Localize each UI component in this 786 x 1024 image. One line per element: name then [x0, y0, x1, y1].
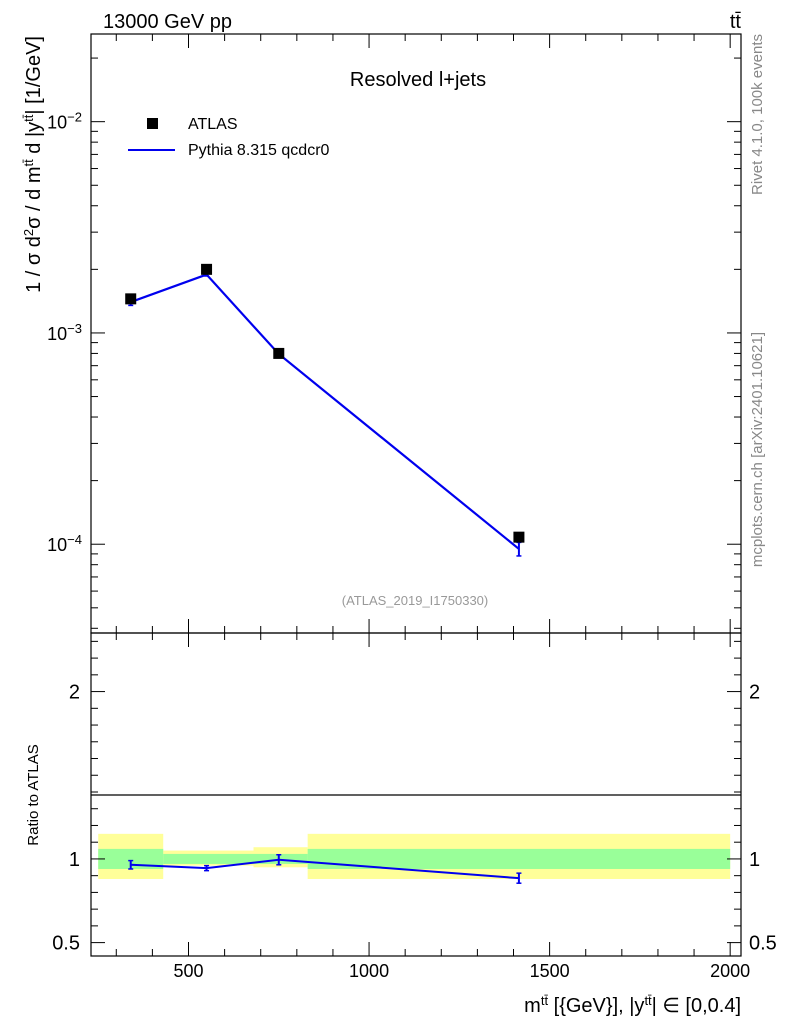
- ratio-y-tick-labels: 0.5 0.5 1 1 2 2: [52, 682, 777, 955]
- x-tick-label: 2000: [710, 961, 750, 981]
- ratio-green-band: [307, 848, 731, 869]
- main-plot-panel: 10−4 10−3 10−2 Resolved l+jets (ATLAS_2019…: [21, 33, 742, 634]
- legend-atlas-marker: [147, 118, 158, 129]
- main-y-axis-label: 1 / σ d2σ / d mtt̄ d |ytt̄| [1/GeV]: [21, 36, 46, 293]
- rivet-label: Rivet 4.1.0, 100k events: [749, 34, 766, 195]
- ratio-plot-frame: [90, 632, 742, 957]
- atlas-data-point: [125, 293, 137, 305]
- ratio-y-tick-label-right: 1: [749, 849, 760, 871]
- legend-atlas-label: ATLAS: [188, 116, 238, 133]
- ratio-pythia-line: [130, 858, 519, 880]
- main-series-layer: [125, 263, 525, 557]
- x-axis-label: mtt̄ [{GeV}], |ytt̄| ∈ [0,0.4]: [524, 993, 741, 1018]
- mcplots-label: mcplots.cern.ch [arXiv:2401.10621]: [749, 332, 766, 567]
- atlas-data-point: [201, 263, 213, 275]
- pythia-line: [130, 273, 520, 550]
- main-y-tick-label: 10−4: [47, 532, 82, 556]
- x-tick-label: 500: [173, 961, 203, 981]
- x-tick-label: 1500: [530, 961, 570, 981]
- ratio-y-tick-label-right: 2: [749, 682, 760, 704]
- process-label: tt̄: [730, 11, 742, 33]
- ratio-green-band: [98, 848, 164, 869]
- legend-pythia-label: Pythia 8.315 qcdcr0: [188, 142, 330, 159]
- ratio-y-tick-label: 2: [69, 682, 80, 704]
- ratio-y-tick-label: 1: [69, 849, 80, 871]
- ratio-plot-panel: 0.5 0.5 1 1 2 2 500 1000 1500 2000 Ratio to ATLA…: [25, 632, 777, 981]
- main-y-tick-label: 10−2: [47, 109, 82, 133]
- main-axis-ticks: [91, 34, 741, 633]
- ratio-axis-ticks: [91, 633, 741, 956]
- ratio-green-band: [163, 853, 254, 864]
- energy-label: 13000 GeV pp: [103, 11, 232, 33]
- ratio-y-axis-label: Ratio to ATLAS: [25, 744, 42, 845]
- ratio-series-layer: [128, 853, 522, 884]
- analysis-tag: (ATLAS_2019_I1750330): [342, 593, 488, 608]
- x-tick-label: 1000: [349, 961, 389, 981]
- plot-title: Resolved l+jets: [350, 69, 486, 91]
- atlas-data-point: [273, 347, 285, 359]
- ratio-y-tick-label-right: 0.5: [749, 933, 777, 955]
- ratio-uncertainty-bands: [98, 833, 731, 880]
- legend: ATLAS Pythia 8.315 qcdcr0: [128, 116, 330, 159]
- atlas-data-point: [513, 531, 525, 543]
- main-y-tick-labels: 10−4 10−3 10−2: [47, 109, 82, 555]
- x-tick-labels: 500 1000 1500 2000: [173, 961, 750, 981]
- main-y-tick-label: 10−3: [47, 320, 82, 344]
- ratio-y-tick-label: 0.5: [52, 933, 80, 955]
